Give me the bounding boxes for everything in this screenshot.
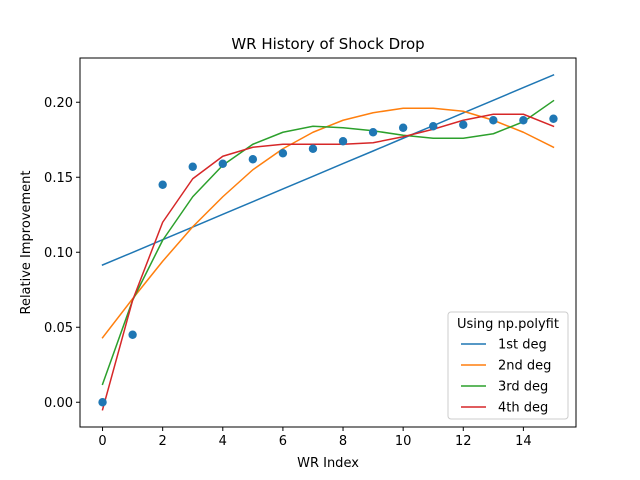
- data-point: [368, 128, 378, 137]
- x-tick-label: 12: [455, 434, 472, 449]
- legend-label-2: 2nd deg: [498, 359, 551, 374]
- data-point: [338, 137, 348, 146]
- y-axis-label: Relative Improvement: [19, 170, 34, 314]
- series-line-3: [101, 99, 555, 386]
- y-tick-label: 0.05: [44, 321, 73, 336]
- x-tick-label: 2: [159, 434, 167, 449]
- data-point: [188, 162, 197, 171]
- data-point: [398, 123, 408, 132]
- legend-label-4: 4th deg: [498, 401, 548, 416]
- series-line-1: [101, 73, 555, 266]
- data-point: [308, 144, 318, 153]
- y-tick-label: 0.10: [44, 246, 73, 261]
- data-point: [218, 159, 227, 168]
- y-tick-label: 0.15: [44, 171, 73, 186]
- legend-box: [447, 311, 569, 420]
- data-point: [98, 398, 107, 407]
- legend-label-3: 3rd deg: [498, 380, 548, 395]
- plot-frame: [79, 57, 577, 428]
- x-tick-label: 0: [98, 434, 106, 449]
- x-tick-label: 8: [339, 434, 347, 449]
- x-tick-label: 4: [219, 434, 227, 449]
- legend-label-1: 1st deg: [498, 338, 547, 353]
- y-tick-label: 0.00: [44, 396, 73, 411]
- data-point: [459, 120, 468, 129]
- y-tick-label: 0.20: [44, 96, 73, 111]
- y-axis: 0.00 0.05 0.10 0.15 0.20: [44, 96, 80, 411]
- data-point: [158, 180, 167, 189]
- x-axis: 0 2 4 6 8 10 12 14: [98, 427, 532, 449]
- legend: Using np.polyfit 1st deg 2nd deg 3rd deg 4t…: [447, 311, 569, 420]
- series-line-4: [101, 113, 555, 411]
- chart-title: WR History of Shock Drop: [231, 35, 424, 53]
- data-point: [429, 122, 438, 131]
- x-tick-label: 14: [515, 434, 532, 449]
- data-point: [489, 116, 498, 125]
- data-point: [549, 114, 558, 123]
- x-tick-label: 10: [395, 434, 412, 449]
- data-point: [519, 116, 528, 125]
- x-tick-label: 6: [279, 434, 287, 449]
- x-axis-label: WR Index: [297, 456, 359, 471]
- legend-title: Using np.polyfit: [457, 317, 559, 332]
- data-point: [248, 155, 258, 164]
- data-point: [278, 149, 288, 158]
- plot-area: [98, 73, 558, 411]
- data-point: [128, 330, 137, 339]
